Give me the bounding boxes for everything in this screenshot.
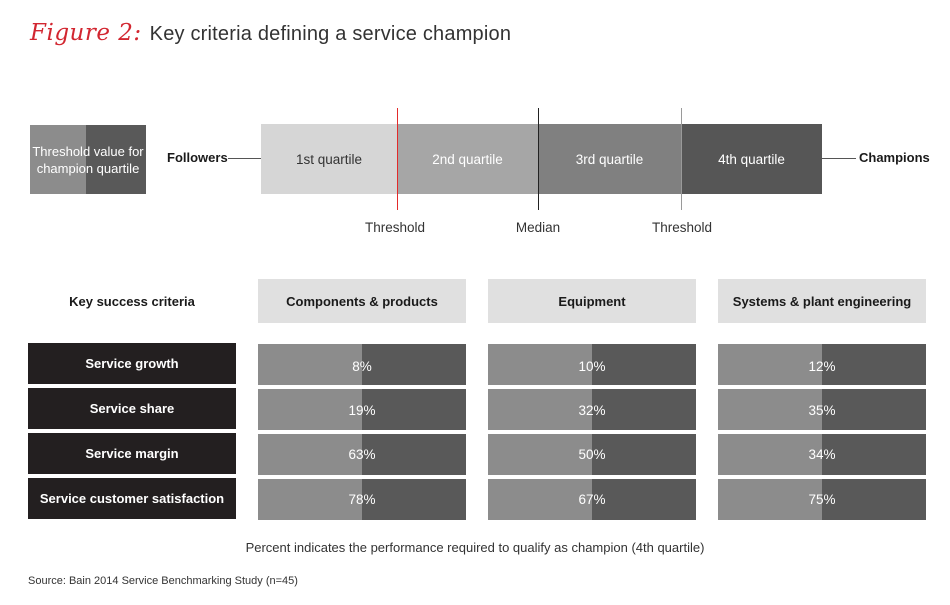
table-cell bbox=[258, 479, 466, 520]
figure-title: Figure 2: Key criteria defining a servic… bbox=[30, 20, 511, 54]
quartile-1: 1st quartile bbox=[261, 124, 397, 194]
cell-value: 8% bbox=[352, 359, 372, 374]
threshold-label-right: Threshold bbox=[651, 220, 713, 235]
source-note: Source: Bain 2014 Service Benchmarking S… bbox=[28, 575, 298, 587]
table-cell bbox=[718, 389, 926, 430]
cell-value: 32% bbox=[578, 403, 606, 418]
column-header-equipment: Equipment bbox=[488, 279, 696, 323]
cell-value: 50% bbox=[578, 447, 606, 462]
table-cell bbox=[488, 389, 696, 430]
threshold-legend-swatch bbox=[30, 125, 146, 194]
followers-label: Followers bbox=[167, 150, 228, 165]
cell-value: 63% bbox=[348, 447, 376, 462]
table-cell bbox=[718, 479, 926, 520]
criteria-header: Key success criteria bbox=[69, 293, 195, 309]
table-cell bbox=[258, 389, 466, 430]
cell-value: 19% bbox=[348, 403, 376, 418]
champions-label: Champions bbox=[859, 150, 930, 165]
row-label-service-growth: Service growth bbox=[28, 343, 236, 384]
threshold-line-left bbox=[397, 108, 398, 210]
row-label-customer-satisfaction: Service customer satisfaction bbox=[28, 478, 236, 519]
cell-value: 75% bbox=[808, 492, 836, 507]
table-cell bbox=[258, 344, 466, 385]
threshold-label-left: Threshold bbox=[364, 220, 426, 235]
table-cell bbox=[718, 344, 926, 385]
legend-swatch-light bbox=[30, 125, 86, 194]
table-cell bbox=[718, 434, 926, 475]
threshold-legend-text: Threshold value for champion quartile bbox=[32, 143, 144, 176]
cell-value: 78% bbox=[348, 492, 376, 507]
figure-heading: Key criteria defining a service champion bbox=[149, 23, 512, 45]
figure-label: Figure 2: bbox=[30, 20, 142, 46]
cell-value: 34% bbox=[808, 447, 836, 462]
quartile-2: 2nd quartile bbox=[397, 124, 538, 194]
median-line bbox=[538, 108, 539, 210]
cell-value: 12% bbox=[808, 359, 836, 374]
table-cell bbox=[258, 434, 466, 475]
footnote: Percent indicates the performance requir… bbox=[245, 540, 705, 555]
column-header-components: Components & products bbox=[258, 279, 466, 323]
row-label-service-share: Service share bbox=[28, 388, 236, 429]
table-cell bbox=[488, 434, 696, 475]
column-header-systems: Systems & plant engineering bbox=[718, 279, 926, 323]
median-label: Median bbox=[515, 220, 561, 235]
quartile-3: 3rd quartile bbox=[538, 124, 681, 194]
table-cell bbox=[488, 479, 696, 520]
champions-connector bbox=[822, 158, 856, 159]
cell-value: 67% bbox=[578, 492, 606, 507]
followers-connector bbox=[228, 158, 261, 159]
cell-value: 35% bbox=[808, 403, 836, 418]
row-label-service-margin: Service margin bbox=[28, 433, 236, 474]
quartile-4: 4th quartile bbox=[681, 124, 822, 194]
threshold-line-right bbox=[681, 108, 682, 210]
legend-swatch-dark bbox=[86, 125, 146, 194]
table-cell bbox=[488, 344, 696, 385]
cell-value: 10% bbox=[578, 359, 606, 374]
